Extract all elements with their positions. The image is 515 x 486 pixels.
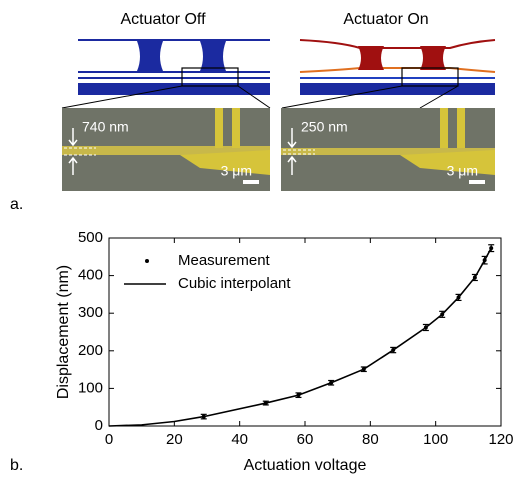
x-tick-label: 0: [105, 431, 113, 448]
plot-frame: [109, 238, 501, 426]
x-tick-label: 40: [231, 431, 248, 448]
data-line: [109, 248, 491, 426]
schematic-off: [62, 40, 270, 108]
x-axis-label: Actuation voltage: [244, 457, 367, 474]
legend-label: Cubic interpolant: [178, 275, 291, 292]
scale-label: 3 μm: [447, 163, 478, 179]
y-tick-label: 500: [78, 229, 103, 246]
schematic-on: [282, 40, 495, 108]
figure: 740 nm 3 μm 250 nm 3 μm Actuator Off Act…: [0, 0, 515, 481]
gap-label: 740 nm: [82, 119, 129, 135]
panel-label: b.: [10, 457, 23, 474]
x-tick-label: 100: [423, 431, 448, 448]
legend-label: Measurement: [178, 252, 271, 269]
panel-label: a.: [10, 196, 23, 213]
y-axis-label: Displacement (nm): [55, 265, 72, 399]
panel-title: Actuator On: [343, 11, 428, 28]
x-tick-label: 80: [362, 431, 379, 448]
x-tick-label: 120: [488, 431, 513, 448]
panel-title: Actuator Off: [120, 11, 206, 28]
y-tick-label: 100: [78, 379, 103, 396]
x-tick-label: 20: [166, 431, 183, 448]
gap-label: 250 nm: [301, 119, 348, 135]
x-tick-label: 60: [297, 431, 314, 448]
y-tick-label: 0: [95, 417, 103, 434]
y-tick-label: 400: [78, 267, 103, 284]
micrograph-on: 250 nm 3 μm: [281, 108, 495, 191]
scale-label: 3 μm: [221, 163, 252, 179]
legend-swatch: [145, 259, 149, 263]
micrograph-off: 740 nm 3 μm: [62, 108, 270, 191]
chart: 0 20 40 60 80 100 120 0 100 200 300 400 500 Actuation…: [55, 229, 513, 474]
y-tick-label: 300: [78, 304, 103, 321]
y-tick-label: 200: [78, 342, 103, 359]
